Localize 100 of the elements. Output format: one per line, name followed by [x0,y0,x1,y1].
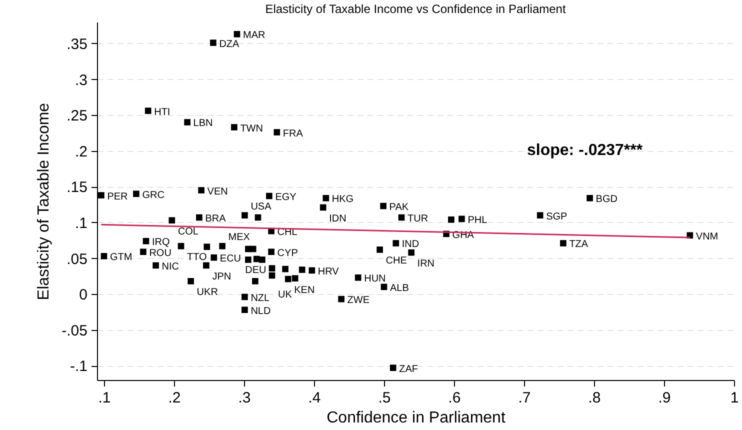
data-label: BGD [596,194,618,206]
data-label: PAK [389,202,409,214]
point [178,242,184,250]
point [242,306,248,313]
point [398,214,405,221]
point [380,202,386,210]
data-label: IRQ [152,237,170,248]
data-label: ALB [390,282,410,294]
data-label: MEX [228,232,250,244]
data-label: DEU [245,265,266,276]
point [203,262,210,269]
x-axis-title: Confidence in Parliament [326,410,506,426]
data-label: BRA [205,213,226,224]
y-tick-label: .05 [66,250,88,268]
point [210,254,218,261]
point [198,187,204,194]
y-tick-label: .35 [66,36,88,53]
point [254,214,262,221]
x-tick-label: .9 [658,390,671,406]
data-label: TUR [408,213,428,224]
point [308,267,316,274]
data-label: NIC [162,261,180,272]
data-label: JPN [212,271,232,282]
point [140,248,146,255]
data-label: CHE [386,256,408,267]
annotation: slope: -.0237*** [527,142,644,159]
point [380,284,388,290]
y-tick-label: .3 [74,72,88,89]
x-tick-label: 1 [730,390,739,406]
point [322,194,330,202]
point [168,217,176,224]
point [188,278,194,284]
point [245,256,252,263]
data-label: IDN [329,213,346,224]
data-label: ZWE [347,295,370,306]
point [204,244,210,250]
data-label: COL [178,226,199,238]
data-label: PER [107,191,128,202]
data-label: TWN [240,123,263,134]
point [268,248,274,255]
point [338,296,344,302]
data-label: GTM [110,252,132,264]
data-label: SGP [546,211,568,222]
y-tick-label: .25 [66,108,88,125]
data-label: HRV [318,266,340,278]
point [560,240,566,246]
x-tick-label: .2 [168,390,181,406]
x-tick-label: .6 [448,390,461,406]
data-label: GRC [142,190,164,201]
data-label: HUN [364,274,386,285]
point [252,278,258,284]
x-tick-label: .3 [238,390,251,406]
data-label: VNM [696,231,718,242]
point [274,129,280,136]
point [152,262,159,269]
data-label: USA [250,201,272,212]
point [234,31,240,38]
y-tick-label: .1 [74,214,88,232]
point [242,294,248,300]
data-label: IND [402,239,420,250]
data-label: HTI [154,106,170,118]
point [196,214,202,221]
point [458,216,465,222]
point [268,272,276,279]
data-label: PHL [468,214,488,226]
data-label: NZL [250,292,270,304]
data-label: NLD [250,306,271,317]
point [536,212,544,218]
data-label: IRN [417,258,435,270]
data-label: HKG [332,194,354,206]
point [298,266,306,273]
y-tick-label: -.05 [62,322,88,340]
data-label: EGY [275,192,297,203]
data-label: CYP [277,248,298,259]
point [184,119,190,126]
data-label: UKR [196,287,218,298]
x-tick-label: .5 [378,390,391,406]
point [259,256,266,263]
point [284,276,292,282]
point [242,212,248,218]
point [142,238,150,244]
point [250,246,256,252]
x-tick-label: .8 [588,390,601,406]
data-label: UK [278,289,292,300]
point [144,108,152,114]
point [390,364,396,371]
point [231,124,238,130]
data-label: ECU [220,254,242,265]
data-label: FRA [282,128,304,140]
x-tick-label: .4 [308,390,321,406]
point [282,266,288,272]
point [392,240,400,246]
x-tick-label: .1 [98,390,111,406]
x-tick-label: .7 [518,390,531,406]
point [210,40,216,46]
point [292,275,298,282]
point [320,204,326,211]
y-tick-label: .15 [66,179,88,196]
data-label: TTO [187,252,208,264]
chart-title: Elasticity of Taxable Income vs Confidence in Parliament [265,2,566,16]
